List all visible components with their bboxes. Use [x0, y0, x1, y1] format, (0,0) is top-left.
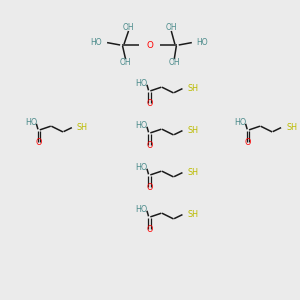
Text: HO: HO [25, 118, 37, 127]
Text: HO: HO [135, 163, 148, 172]
Text: HO: HO [135, 79, 148, 88]
Text: O: O [146, 225, 153, 234]
Text: SH: SH [188, 126, 199, 135]
Text: HO: HO [135, 205, 148, 214]
Text: HO: HO [135, 121, 148, 130]
Text: HO: HO [91, 38, 102, 47]
Text: O: O [146, 183, 153, 192]
Text: HO: HO [196, 38, 208, 47]
Text: OH: OH [168, 58, 180, 67]
Text: OH: OH [166, 23, 177, 32]
Text: SH: SH [188, 168, 199, 177]
Text: SH: SH [77, 123, 88, 132]
Text: OH: OH [120, 58, 131, 67]
Text: O: O [36, 138, 42, 147]
Text: O: O [146, 40, 153, 50]
Text: O: O [146, 99, 153, 108]
Text: SH: SH [286, 123, 297, 132]
Text: HO: HO [234, 118, 246, 127]
Text: SH: SH [188, 84, 199, 93]
Text: O: O [146, 141, 153, 150]
Text: OH: OH [123, 23, 134, 32]
Text: O: O [245, 138, 251, 147]
Text: SH: SH [188, 210, 199, 219]
